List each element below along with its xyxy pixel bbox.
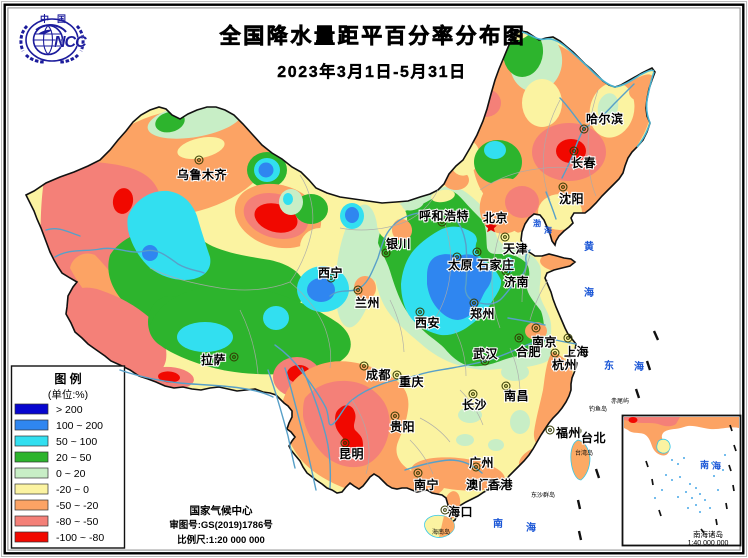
svg-text:NCC: NCC: [54, 34, 87, 51]
svg-text:长春: 长春: [571, 155, 597, 170]
svg-text:-20 ~ 0: -20 ~ 0: [56, 484, 89, 496]
svg-text:天津: 天津: [503, 241, 528, 256]
svg-text:杭州: 杭州: [552, 357, 577, 372]
svg-text:海南岛: 海南岛: [432, 528, 450, 536]
svg-text:0 ~ 20: 0 ~ 20: [56, 468, 86, 480]
svg-text:香港: 香港: [487, 477, 514, 492]
svg-text:昆明: 昆明: [339, 447, 364, 461]
svg-text:海: 海: [712, 460, 721, 471]
svg-text:图 例: 图 例: [54, 371, 81, 386]
svg-text:台湾岛: 台湾岛: [575, 449, 593, 457]
svg-text:南: 南: [493, 517, 503, 530]
svg-text:北京: 北京: [483, 210, 508, 225]
svg-text:钓鱼岛: 钓鱼岛: [589, 405, 607, 413]
svg-text:太原: 太原: [448, 257, 473, 272]
svg-text:哈尔滨: 哈尔滨: [586, 111, 624, 126]
svg-text:全国降水量距平百分率分布图: 全国降水量距平百分率分布图: [219, 24, 527, 48]
svg-text:西安: 西安: [415, 315, 440, 330]
svg-text:拉萨: 拉萨: [201, 352, 226, 367]
svg-text:> 200: > 200: [56, 404, 83, 416]
svg-text:长沙: 长沙: [462, 397, 487, 412]
svg-text:海: 海: [544, 225, 552, 235]
svg-text:合肥: 合肥: [516, 344, 541, 359]
svg-text:-80 ~ -50: -80 ~ -50: [56, 516, 98, 528]
svg-text:海: 海: [584, 286, 594, 299]
svg-text:银川: 银川: [386, 236, 411, 251]
svg-text:20 ~ 50: 20 ~ 50: [56, 452, 91, 464]
svg-text:南海诸岛: 南海诸岛: [693, 529, 723, 539]
svg-text:国家气候中心: 国家气候中心: [190, 504, 253, 517]
svg-text:南京: 南京: [532, 334, 557, 349]
svg-text:南: 南: [700, 459, 709, 470]
svg-text:海: 海: [634, 360, 644, 373]
svg-text:重庆: 重庆: [399, 374, 424, 389]
svg-text:广州: 广州: [469, 455, 494, 470]
svg-text:上海: 上海: [564, 344, 589, 359]
svg-text:海: 海: [526, 521, 536, 534]
svg-text:贵阳: 贵阳: [390, 419, 415, 434]
svg-text:兰州: 兰州: [355, 295, 380, 310]
svg-text:南昌: 南昌: [504, 388, 529, 403]
svg-text:50 ~ 100: 50 ~ 100: [56, 436, 97, 448]
svg-text:-50 ~ -20: -50 ~ -20: [56, 500, 98, 512]
svg-text:比例尺:1:20 000 000: 比例尺:1:20 000 000: [177, 534, 265, 546]
svg-text:武汉: 武汉: [473, 346, 499, 361]
svg-text:中国: 中国: [40, 13, 74, 24]
svg-text:郑州: 郑州: [470, 306, 495, 321]
svg-text:渤: 渤: [533, 218, 541, 228]
svg-text:呼和浩特: 呼和浩特: [419, 208, 469, 223]
svg-text:沈阳: 沈阳: [559, 191, 584, 206]
svg-text:台北: 台北: [581, 430, 606, 445]
svg-text:审图号:GS(2019)1786号: 审图号:GS(2019)1786号: [169, 519, 273, 531]
svg-text:1:40 000 000: 1:40 000 000: [688, 540, 729, 547]
svg-text:济南: 济南: [504, 274, 529, 289]
svg-text:-100 ~ -80: -100 ~ -80: [56, 532, 104, 544]
svg-text:黄: 黄: [584, 240, 594, 253]
svg-text:南宁: 南宁: [414, 477, 439, 492]
svg-text:2023年3月1日-5月31日: 2023年3月1日-5月31日: [277, 62, 466, 81]
svg-text:海口: 海口: [448, 504, 473, 519]
svg-text:石家庄: 石家庄: [476, 257, 515, 272]
svg-text:福州: 福州: [555, 425, 581, 440]
svg-text:成都: 成都: [366, 367, 391, 382]
svg-text:(单位:%): (单位:%): [48, 388, 88, 401]
svg-text:澳门: 澳门: [466, 477, 491, 492]
svg-text:100 ~ 200: 100 ~ 200: [56, 420, 103, 432]
svg-text:赤尾屿: 赤尾屿: [611, 397, 629, 405]
svg-text:东: 东: [604, 359, 614, 372]
svg-text:乌鲁木齐: 乌鲁木齐: [177, 167, 228, 182]
svg-text:西宁: 西宁: [318, 265, 343, 280]
svg-text:东沙群岛: 东沙群岛: [531, 491, 555, 499]
